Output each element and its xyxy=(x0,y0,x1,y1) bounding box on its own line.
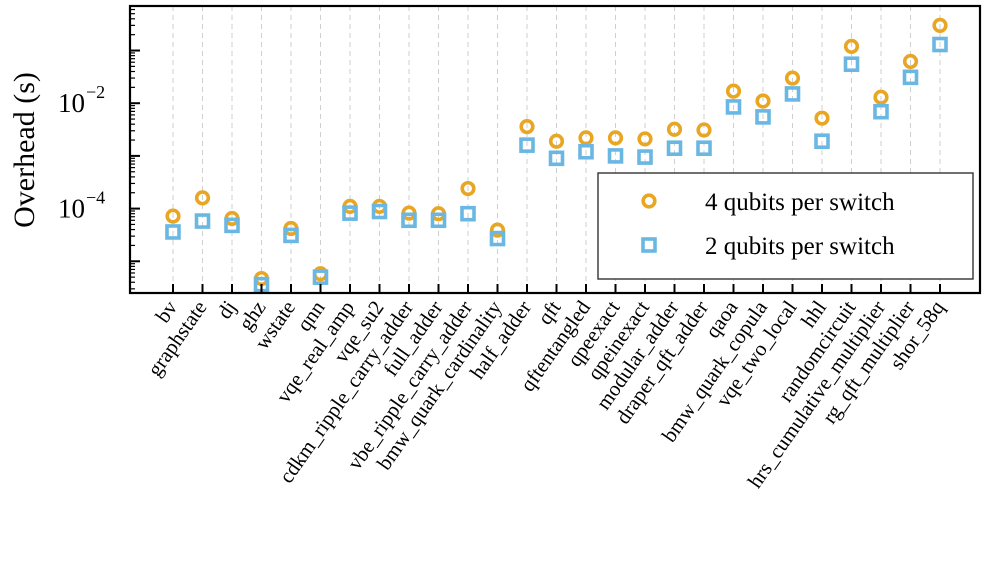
data-point-4-qubits xyxy=(873,89,889,105)
y-tick-exponent: −4 xyxy=(86,188,105,208)
data-point-2-qubits xyxy=(342,205,358,221)
legend-marker-4-qubits xyxy=(641,193,657,209)
data-point-2-qubits xyxy=(902,69,919,86)
data-point-4-qubits xyxy=(843,38,860,54)
data-point-2-qubits xyxy=(607,148,624,164)
data-point-4-qubits xyxy=(519,118,535,135)
data-point-2-qubits xyxy=(519,137,535,153)
data-point-4-qubits xyxy=(489,222,506,238)
data-point-2-qubits xyxy=(371,203,388,220)
data-point-2-qubits xyxy=(430,212,447,229)
data-point-2-qubits xyxy=(932,36,948,53)
data-point-2-qubits xyxy=(755,109,771,125)
data-point-2-qubits xyxy=(165,224,181,240)
data-point-2-qubits xyxy=(725,99,742,115)
data-point-2-qubits xyxy=(637,149,653,165)
plot-frame xyxy=(128,4,982,295)
y-tick-label: 10 xyxy=(58,88,85,118)
data-point-4-qubits xyxy=(607,130,624,146)
data-point-2-qubits xyxy=(696,140,712,157)
legend-label-4-qubits: 4 qubits per switch xyxy=(705,189,895,216)
legend: 4 qubits per switch 2 qubits per switch xyxy=(597,172,974,280)
data-point-4-qubits xyxy=(460,180,476,197)
y-tick-labels: 10−410−2 xyxy=(58,82,105,223)
data-point-4-qubits xyxy=(548,133,565,149)
data-point-4-qubits xyxy=(194,190,211,206)
legend-marker-2-qubits xyxy=(641,237,657,253)
data-point-4-qubits xyxy=(755,93,771,109)
data-point-2-qubits xyxy=(283,227,299,244)
data-point-2-qubits xyxy=(814,133,830,150)
data-point-4-qubits xyxy=(666,121,683,137)
data-point-2-qubits xyxy=(312,269,329,285)
data-point-4-qubits xyxy=(696,122,712,138)
data-point-4-qubits xyxy=(725,83,742,99)
data-point-4-qubits xyxy=(932,17,948,33)
y-axis-label: Overhead (s) xyxy=(8,72,41,228)
data-point-2-qubits xyxy=(401,212,417,229)
data-point-4-qubits xyxy=(902,53,919,70)
ticks-layer xyxy=(130,8,941,293)
legend-box xyxy=(597,172,974,280)
data-point-4-qubits xyxy=(784,70,801,86)
data-point-2-qubits xyxy=(578,143,594,160)
data-point-4-qubits xyxy=(578,130,594,146)
legend-label-2-qubits: 2 qubits per switch xyxy=(705,233,895,260)
data-point-2-qubits xyxy=(224,217,240,234)
data-point-2-qubits xyxy=(548,150,565,167)
data-point-2-qubits xyxy=(843,56,860,73)
data-point-2-qubits xyxy=(489,230,506,247)
data-point-4-qubits xyxy=(637,131,653,147)
y-tick-label: 10 xyxy=(58,194,85,224)
data-point-4-qubits xyxy=(814,110,830,126)
y-tick-exponent: −2 xyxy=(86,82,105,102)
marks-layer xyxy=(165,17,948,293)
grid-layer xyxy=(172,6,941,293)
data-point-2-qubits xyxy=(666,140,683,157)
data-point-4-qubits xyxy=(165,208,181,224)
data-point-2-qubits xyxy=(873,103,889,120)
data-point-2-qubits xyxy=(460,205,476,222)
data-point-2-qubits xyxy=(194,213,211,229)
data-point-2-qubits xyxy=(784,86,801,102)
